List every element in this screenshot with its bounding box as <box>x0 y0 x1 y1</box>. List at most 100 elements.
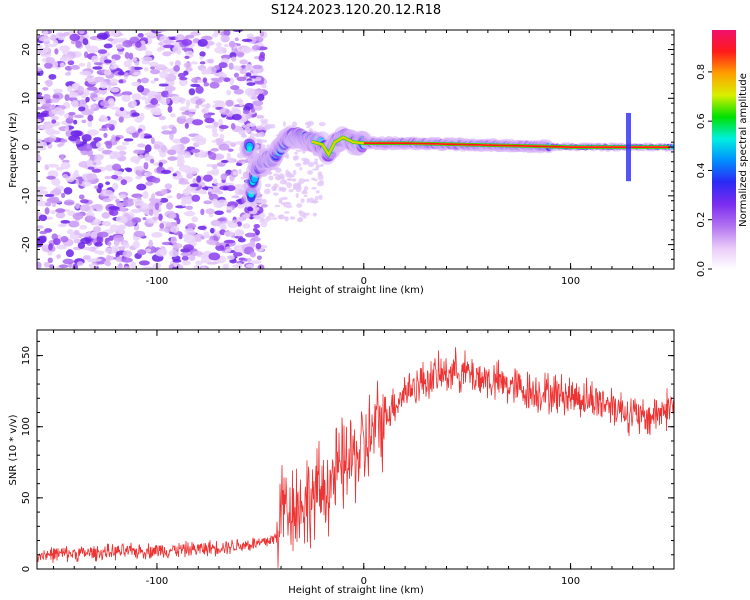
noise-cell <box>233 72 239 78</box>
noise-cell <box>96 231 109 238</box>
noise-cell <box>43 137 55 143</box>
noise-cell <box>44 193 55 198</box>
noise-cell <box>168 81 175 86</box>
noise-cell <box>64 94 70 101</box>
x-tick-label: -100 <box>146 276 169 287</box>
noise-cell <box>213 79 223 83</box>
noise-cell <box>311 186 317 190</box>
noise-cell <box>315 190 320 194</box>
noise-cell <box>53 88 63 93</box>
noise-cell <box>118 246 126 251</box>
noise-cell <box>73 238 81 244</box>
noise-cell <box>164 183 173 190</box>
noise-cell <box>178 181 190 185</box>
noise-cell <box>67 85 73 93</box>
noise-cell <box>143 67 149 72</box>
noise-cell <box>158 161 163 168</box>
noise-cell <box>167 156 178 161</box>
noise-cell <box>93 185 99 189</box>
noise-cell <box>93 250 99 254</box>
noise-cell <box>131 100 137 108</box>
noise-cell <box>312 212 318 217</box>
noise-cell <box>135 168 147 177</box>
noise-cell <box>123 138 134 142</box>
noise-cell <box>263 188 271 195</box>
noise-cell <box>257 264 265 269</box>
noise-cell <box>50 209 56 215</box>
noise-cell <box>209 227 215 234</box>
spectrogram-y-ticks: -20 -10 0 10 20 <box>21 34 674 270</box>
noise-cell <box>253 55 260 60</box>
noise-cell <box>195 99 203 106</box>
noise-cell <box>41 102 52 109</box>
noise-cell <box>187 108 197 113</box>
noise-cell <box>86 173 98 181</box>
noise-cell <box>120 179 128 186</box>
noise-cell <box>220 173 227 181</box>
noise-cell <box>131 112 140 117</box>
noise-cell <box>38 214 48 222</box>
noise-cell <box>170 95 182 102</box>
noise-cell <box>202 77 208 84</box>
noise-cell <box>211 126 218 135</box>
noise-cell <box>207 58 214 64</box>
noise-cell <box>142 266 155 269</box>
noise-cell <box>92 226 102 233</box>
noise-cell <box>69 33 81 42</box>
noise-cell <box>136 165 144 171</box>
noise-cell <box>172 173 178 177</box>
noise-cell <box>141 56 153 62</box>
noise-cell <box>158 115 166 121</box>
noise-cell <box>105 141 113 149</box>
noise-cells <box>37 30 326 269</box>
noise-cell <box>260 198 267 204</box>
noise-cell <box>228 62 234 70</box>
noise-cell <box>121 94 131 102</box>
noise-cell <box>170 236 178 244</box>
noise-cell <box>51 178 61 186</box>
noise-cell <box>37 112 48 117</box>
noise-cell <box>148 61 159 67</box>
noise-cell <box>132 72 142 76</box>
noise-cell <box>295 162 302 167</box>
noise-cell <box>37 118 42 123</box>
noise-cell <box>71 99 79 108</box>
noise-cell <box>64 72 71 76</box>
noise-cell <box>58 264 69 269</box>
noise-cell <box>258 131 265 138</box>
noise-cell <box>154 30 167 33</box>
noise-cell <box>45 128 56 136</box>
noise-cell <box>59 62 65 68</box>
noise-cell <box>292 121 297 127</box>
noise-cell <box>156 47 163 52</box>
noise-cell <box>241 124 247 128</box>
noise-cell <box>232 171 239 176</box>
noise-cell <box>168 87 173 96</box>
noise-cell <box>54 48 59 55</box>
noise-cell <box>284 216 289 222</box>
noise-cell <box>261 84 267 89</box>
signal-trace <box>239 112 674 204</box>
snr-x-ticks: -100 0 100 <box>53 330 675 587</box>
noise-cell <box>110 87 120 93</box>
noise-cell <box>230 85 240 91</box>
noise-cell <box>140 77 150 84</box>
noise-cell <box>52 39 59 46</box>
noise-cell <box>212 198 218 205</box>
noise-cell <box>260 203 268 208</box>
noise-cell <box>185 99 191 108</box>
noise-cell <box>61 159 70 163</box>
noise-cell <box>43 261 50 268</box>
noise-cell <box>260 124 264 128</box>
noise-cell <box>48 264 55 269</box>
noise-cell <box>317 171 323 175</box>
noise-cell <box>109 156 116 160</box>
noise-cell <box>318 122 326 127</box>
noise-cell <box>86 75 95 79</box>
noise-cell <box>199 56 204 60</box>
noise-cell <box>154 77 159 82</box>
noise-cell <box>87 119 93 128</box>
noise-cell <box>37 97 46 105</box>
noise-cell <box>203 200 213 205</box>
noise-cell <box>294 151 299 155</box>
